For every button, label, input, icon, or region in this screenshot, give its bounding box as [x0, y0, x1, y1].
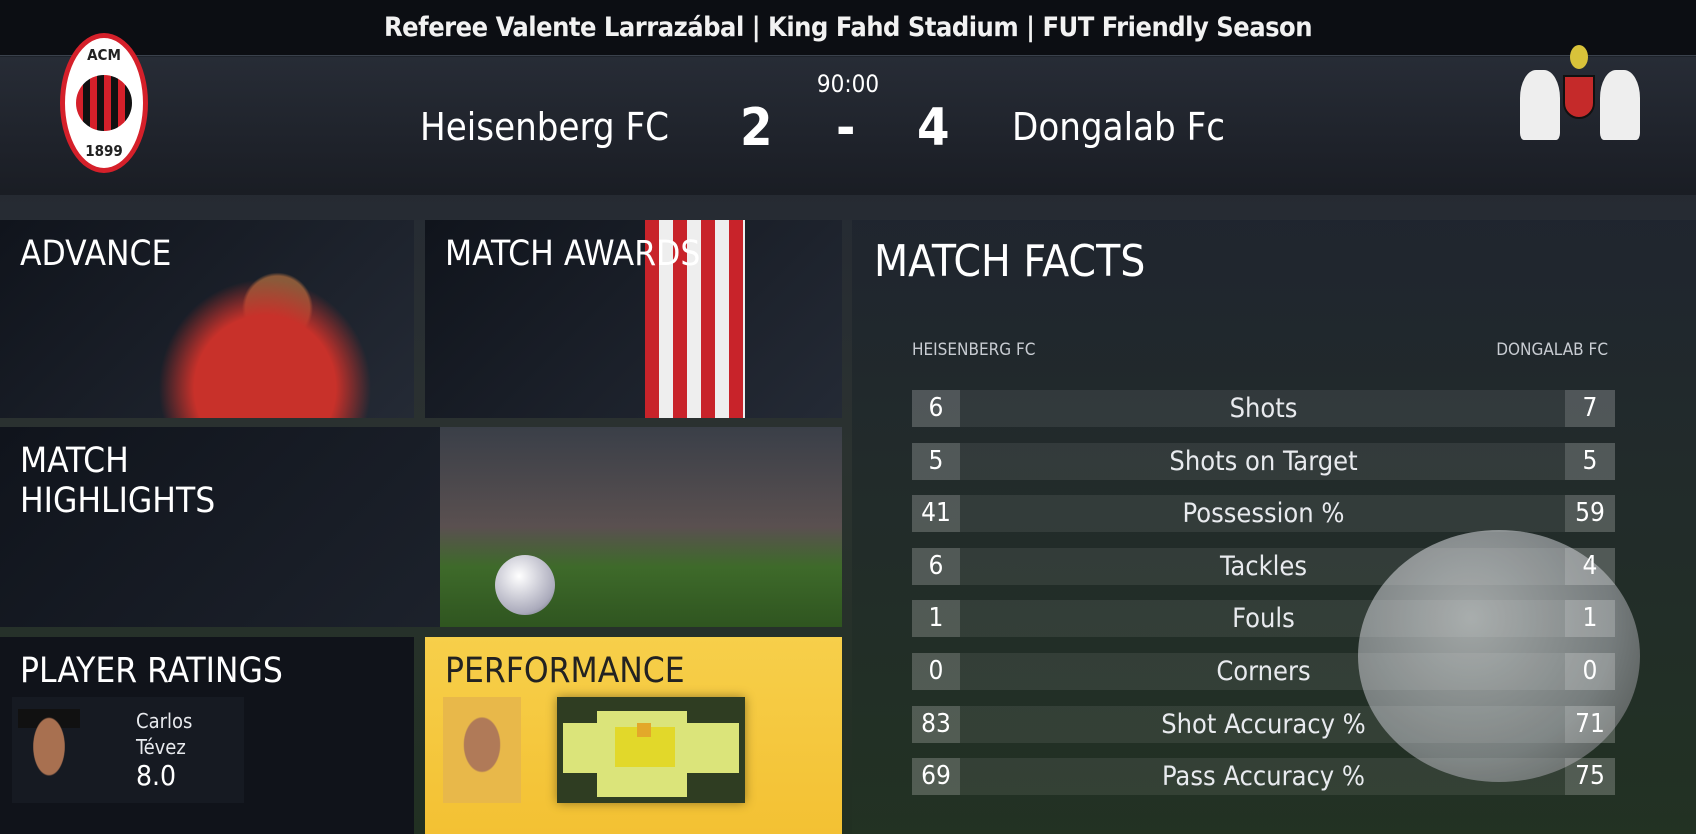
stat-name: Corners	[1216, 656, 1311, 687]
stat-row: Shots 6 7	[912, 390, 1615, 427]
heatmap	[557, 697, 745, 803]
away-stat-value: 1	[1565, 600, 1615, 638]
stat-row: Pass Accuracy % 69 75	[912, 758, 1615, 796]
away-crest-icon	[1515, 45, 1645, 160]
player-first-name: Carlos	[136, 709, 193, 733]
stat-row: Tackles 6 4	[912, 547, 1615, 585]
player-celebration-photo	[140, 260, 390, 418]
stat-name: Fouls	[1232, 603, 1295, 635]
away-stat-value: 4	[1565, 547, 1615, 585]
stat-name: Shots on Target	[1169, 445, 1358, 477]
player-rating: 8.0	[136, 759, 177, 792]
highlights-label-line2: HIGHLIGHTS	[20, 481, 216, 521]
home-crest-icon: ACM 1899	[60, 33, 148, 173]
home-stat-value: 69	[912, 758, 960, 796]
away-stat-value: 75	[1565, 758, 1615, 796]
stat-name: Shots	[1229, 393, 1298, 424]
match-awards-label: MATCH AWARDS	[445, 234, 701, 274]
match-awards-tile[interactable]: MATCH AWARDS	[425, 220, 842, 418]
home-stat-value: 41	[912, 495, 960, 533]
player-ratings-label: PLAYER RATINGS	[20, 651, 283, 691]
away-stat-value: 71	[1565, 705, 1615, 743]
away-column-header: DONGALAB FC	[1496, 340, 1608, 360]
home-stat-value: 6	[912, 390, 960, 427]
away-stat-value: 59	[1565, 495, 1615, 533]
home-team-name: Heisenberg FC	[420, 105, 670, 149]
player-last-name: Tévez	[136, 735, 186, 759]
home-stat-value: 6	[912, 547, 960, 585]
away-stat-value: 7	[1565, 390, 1615, 427]
match-info-text: Referee Valente Larrazábal | King Fahd S…	[383, 12, 1313, 43]
stat-name: Shot Accuracy %	[1161, 708, 1366, 740]
stat-row: Fouls 1 1	[912, 600, 1615, 638]
away-stat-value: 0	[1565, 653, 1615, 690]
home-stat-value: 83	[912, 705, 960, 743]
stat-row: Possession % 41 59	[912, 495, 1615, 533]
home-stat-value: 5	[912, 442, 960, 480]
highlights-label-line1: MATCH	[20, 441, 129, 481]
away-team-name: Dongalab Fc	[1012, 105, 1226, 149]
advance-tile[interactable]: ADVANCE	[0, 220, 414, 418]
match-facts-title: MATCH FACTS	[874, 236, 1146, 287]
stat-name: Pass Accuracy %	[1162, 761, 1365, 793]
stat-name: Possession %	[1182, 498, 1345, 530]
performance-label: PERFORMANCE	[445, 651, 685, 691]
stat-name: Tackles	[1219, 550, 1308, 582]
home-stat-value: 1	[912, 600, 960, 638]
away-stat-value: 5	[1565, 442, 1615, 480]
football-icon	[495, 555, 555, 615]
performance-tile[interactable]: PERFORMANCE	[425, 637, 842, 834]
football-icon	[1358, 530, 1640, 782]
home-column-header: HEISENBERG FC	[912, 340, 1036, 360]
home-stat-value: 0	[912, 653, 960, 690]
scoreboard	[0, 57, 1696, 195]
advance-label: ADVANCE	[20, 234, 172, 274]
stat-row: Shot Accuracy % 83 71	[912, 705, 1615, 743]
match-clock: 90:00	[816, 70, 880, 98]
player-ratings-tile[interactable]: PLAYER RATINGS Carlos Tévez 8.0	[0, 637, 414, 834]
away-score: 4	[917, 98, 950, 158]
match-info-bar: Referee Valente Larrazábal | King Fahd S…	[0, 0, 1696, 56]
player-portrait	[18, 709, 80, 803]
home-score: 2	[740, 98, 773, 158]
player-photo	[645, 220, 745, 418]
stat-row: Corners 0 0	[912, 653, 1615, 690]
stat-row: Shots on Target 5 5	[912, 442, 1615, 480]
match-highlights-tile[interactable]: MATCH HIGHLIGHTS	[0, 427, 842, 627]
player-portrait	[443, 697, 521, 803]
score-separator: -	[836, 98, 856, 158]
